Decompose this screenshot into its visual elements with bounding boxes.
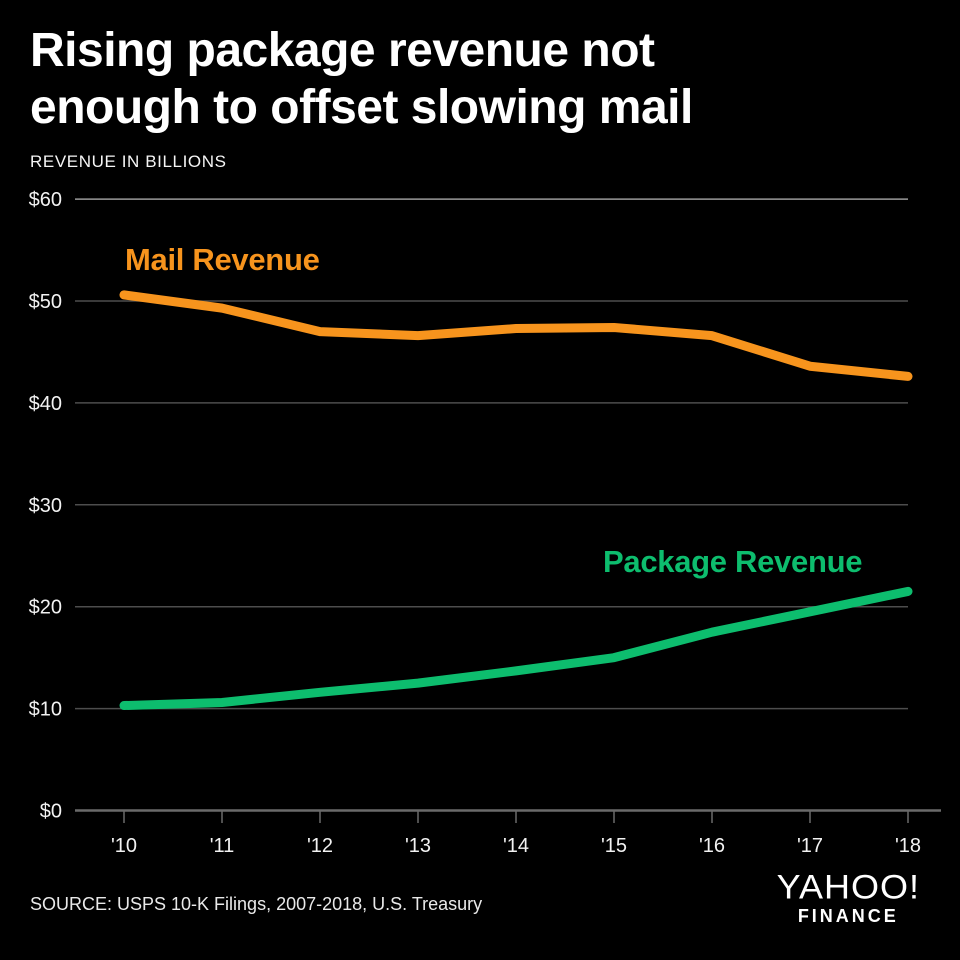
mail-revenue-series-label: Mail Revenue [125,242,320,277]
x-tick-label: '17 [797,835,823,857]
source-attribution: SOURCE: USPS 10-K Filings, 2007-2018, U.… [30,894,483,914]
finance-logo-text: FINANCE [797,906,899,926]
mail-revenue-line [119,290,913,381]
y-tick-label: $0 [40,801,62,823]
package-revenue-line [119,586,913,711]
package-revenue-series-label: Package Revenue [603,544,863,579]
y-tick-label: $30 [29,495,62,517]
y-tick-label: $10 [29,699,62,721]
x-tick-label: '10 [111,835,137,857]
x-tick-label: '14 [503,835,529,857]
y-tick-label: $20 [29,597,62,619]
x-tick-label: '15 [601,835,627,857]
y-tick-label: $40 [29,393,62,415]
title-line-2: enough to offset slowing mail [30,81,693,134]
y-tick-label: $60 [29,189,62,211]
x-tick-label: '13 [405,835,431,857]
title-line-1: Rising package revenue not [30,24,655,77]
yahoo-logo-text: YAHOO! [776,866,920,907]
y-tick-label: $50 [29,291,62,313]
x-tick-label: '12 [307,835,333,857]
x-tick-label: '18 [895,835,921,857]
page-title: Rising package revenue not enough to off… [30,22,693,136]
x-tick-label: '16 [699,835,725,857]
chart-subtitle: REVENUE IN BILLIONS [30,152,227,171]
yahoo-finance-logo: YAHOO! FINANCE [777,869,920,927]
x-tick-label: '11 [210,835,235,857]
